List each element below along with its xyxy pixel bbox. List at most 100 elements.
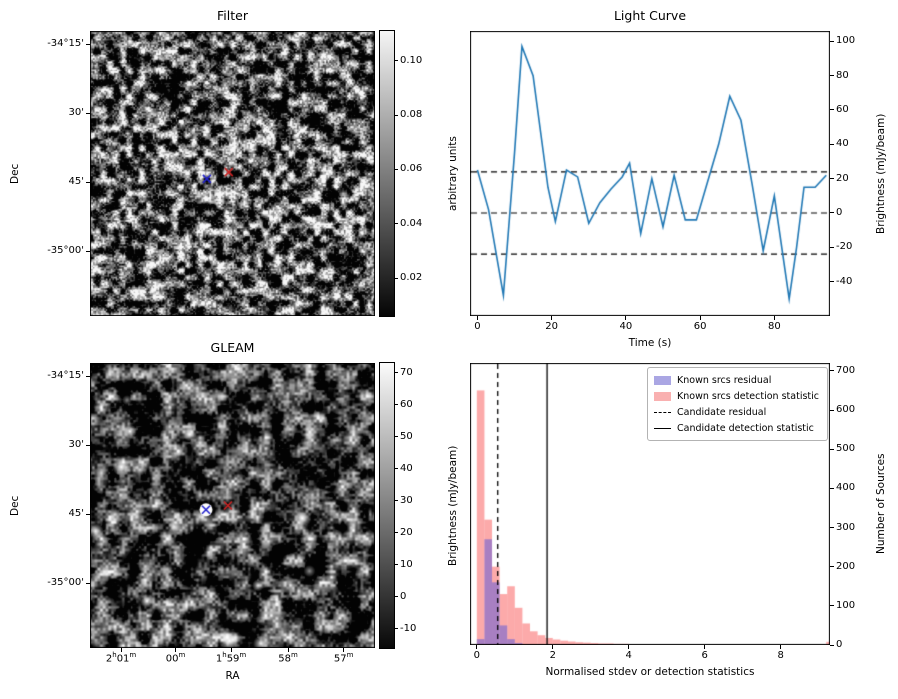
y-tick-label: 0 [836, 206, 843, 218]
gleam-image-canvas [90, 363, 375, 648]
gleam-title: GLEAM [210, 340, 255, 355]
x-tick-label: 80 [767, 321, 781, 332]
x-tick-label: 57m [333, 651, 354, 665]
colorbar-tick-label: 0.02 [400, 272, 423, 283]
x-tick-mark [552, 645, 554, 649]
y-tick-mark [830, 527, 834, 528]
y-tick-mark [830, 178, 834, 180]
y-tick-mark [830, 281, 834, 283]
colorbar-tick-mark [394, 564, 398, 566]
x-tick-label: 60 [693, 321, 707, 332]
x-tick-mark [230, 648, 232, 652]
x-tick-mark [287, 648, 289, 652]
y-tick-mark [86, 375, 90, 377]
colorbar-tick-mark [394, 60, 398, 62]
x-tick-label: 0 [473, 650, 481, 661]
y-tick-mark [830, 109, 834, 111]
y-tick-mark [830, 246, 834, 248]
x-tick-mark [625, 316, 627, 320]
y-tick-mark [86, 250, 90, 252]
gleam-colorbar [379, 362, 395, 649]
colorbar-tick-mark [394, 468, 398, 470]
colorbar-tick-mark [394, 436, 398, 438]
gleam-xlabel-ra: RA [225, 670, 240, 682]
colorbar-tick-mark [394, 223, 398, 225]
y-tick-label: 200 [836, 560, 856, 572]
legend-label: Candidate detection statistic [677, 422, 814, 434]
legend-item: Candidate residual [654, 404, 819, 420]
y-tick-label: 700 [836, 364, 856, 376]
y-tick-label: 45' [68, 176, 84, 188]
histogram-xlabel: Normalised stdev or detection statistics [545, 666, 755, 678]
y-tick-mark [86, 112, 90, 114]
colorbar-tick-mark [394, 114, 398, 116]
colorbar-tick-label: 30 [400, 494, 413, 506]
legend-item: Known srcs detection statistic [654, 388, 819, 404]
y-tick-label: 300 [836, 521, 856, 533]
y-tick-mark [830, 40, 834, 42]
y-tick-mark [86, 43, 90, 45]
colorbar-tick-mark [394, 372, 398, 374]
y-tick-label: -20 [836, 241, 853, 253]
gleam-colorbar-label: Brightness (mJy/beam) [447, 445, 459, 566]
y-tick-mark [86, 181, 90, 183]
y-tick-label: -40 [836, 275, 853, 287]
x-tick-mark [343, 648, 345, 652]
y-tick-label: -35°00' [47, 577, 84, 589]
legend-swatch-solid [654, 427, 671, 429]
filter-colorbar [379, 30, 395, 317]
y-tick-label: 40 [836, 138, 849, 150]
y-tick-mark [86, 513, 90, 515]
legend-swatch-patch [654, 375, 671, 385]
x-tick-label: 2h01m [105, 651, 137, 665]
y-tick-label: 0 [836, 639, 843, 650]
x-tick-mark [699, 316, 701, 320]
y-tick-mark [830, 605, 834, 607]
light-curve-xlabel: Time (s) [628, 337, 672, 349]
filter-image-canvas [90, 31, 375, 316]
y-tick-mark [830, 370, 834, 372]
y-tick-mark [830, 644, 834, 646]
colorbar-tick-label: 0.06 [400, 163, 423, 175]
y-tick-label: 500 [836, 443, 856, 455]
x-tick-label: 40 [619, 321, 633, 332]
y-tick-label: -34°15' [47, 38, 84, 50]
histogram-ylabel: Number of Sources [875, 453, 887, 555]
x-tick-mark [780, 645, 782, 649]
x-tick-label: 20 [545, 321, 558, 332]
x-tick-label: 00m [165, 651, 186, 665]
y-tick-label: 400 [836, 482, 856, 494]
y-tick-label: 30' [68, 439, 84, 451]
y-tick-mark [830, 448, 834, 450]
y-tick-mark [830, 212, 834, 214]
y-tick-label: 45' [68, 508, 84, 520]
colorbar-tick-label: 0.10 [400, 54, 423, 66]
x-tick-mark [773, 316, 775, 320]
colorbar-tick-mark [394, 500, 398, 502]
x-tick-label: 8 [777, 650, 784, 661]
filter-title: Filter [217, 8, 248, 23]
legend-label: Candidate residual [677, 406, 767, 418]
y-tick-label: 100 [836, 35, 856, 47]
y-tick-label: -34°15' [47, 370, 84, 382]
filter-colorbar-label: arbitrary units [447, 136, 459, 211]
gleam-ylabel-dec: Dec [9, 495, 21, 516]
y-tick-label: 80 [836, 69, 849, 81]
light-curve-title: Light Curve [613, 8, 687, 23]
y-tick-mark [830, 566, 834, 568]
x-tick-mark [476, 645, 478, 649]
x-tick-label: 0 [474, 321, 481, 332]
y-tick-label: 30' [68, 107, 84, 119]
colorbar-tick-mark [394, 628, 398, 630]
x-tick-label: 58m [278, 651, 298, 665]
y-tick-mark [830, 409, 834, 411]
colorbar-tick-label: 0.04 [400, 217, 423, 229]
colorbar-tick-label: 10 [400, 558, 413, 570]
light-curve-ylabel: Brightness (mJy/beam) [875, 113, 887, 234]
colorbar-tick-mark [394, 277, 398, 279]
legend-swatch-dashed [654, 411, 671, 413]
x-tick-mark [175, 648, 176, 652]
x-tick-label: 6 [701, 650, 708, 661]
y-tick-label: 60 [836, 103, 849, 115]
colorbar-tick-mark [394, 404, 398, 406]
